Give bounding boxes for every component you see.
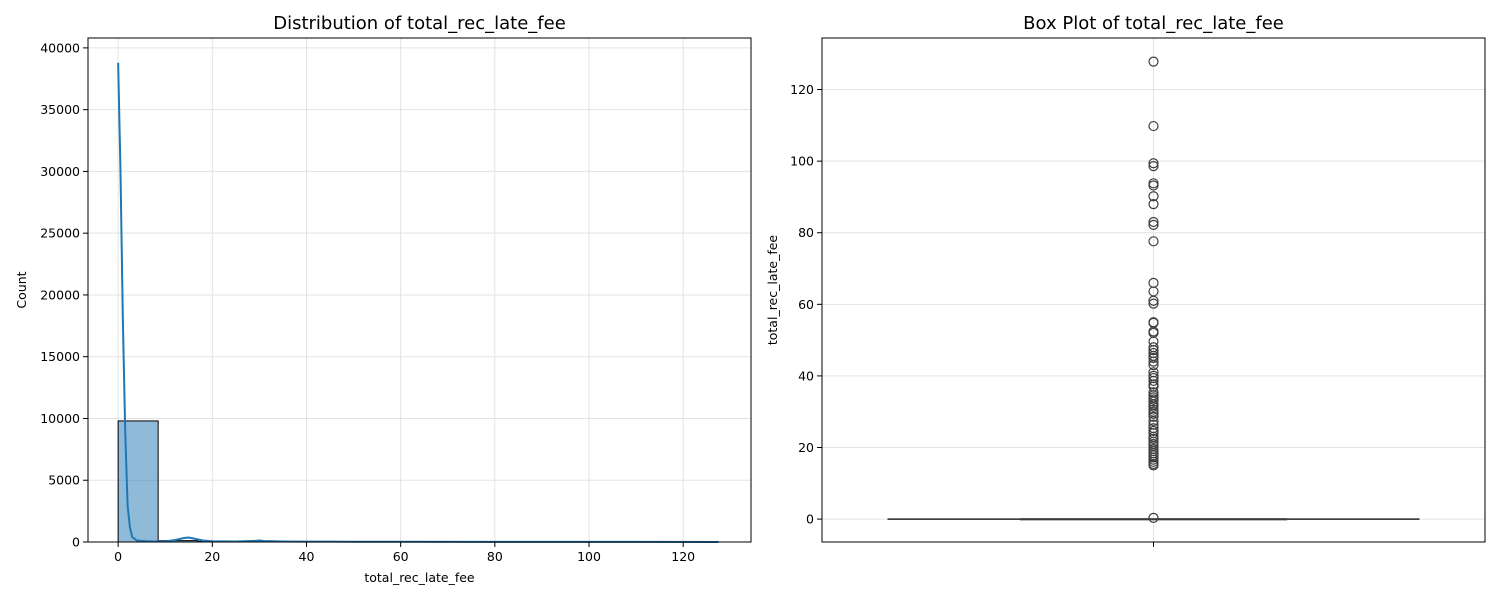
kde-curve	[117, 62, 719, 543]
histogram-bar	[117, 420, 159, 543]
boxplot-outlier-point	[1148, 345, 1159, 356]
histogram-x-tick-label: 40	[299, 549, 315, 564]
boxplot-outlier-point	[1148, 411, 1159, 422]
boxplot-outlier-point	[1148, 158, 1159, 169]
boxplot-outlier-point	[1148, 396, 1159, 407]
boxplot-outlier-point	[1148, 415, 1159, 427]
boxplot-outlier-point	[1148, 408, 1159, 419]
boxplot-y-tick-label: 60	[798, 297, 814, 312]
boxplot-outlier-point	[1148, 360, 1159, 371]
boxplot-outlier-point	[1148, 460, 1159, 471]
boxplot-outlier-point	[1148, 433, 1159, 445]
boxplot-y-tick-label: 120	[790, 82, 814, 97]
boxplot-y-label: total_rec_late_fee	[765, 235, 780, 346]
histogram-x-label: total_rec_late_fee	[364, 570, 475, 585]
histogram-x-tick-label: 100	[577, 549, 601, 564]
boxplot-outlier-point	[1148, 356, 1159, 367]
histogram-axes-frame	[87, 37, 752, 543]
histogram-y-tick-label: 30000	[40, 164, 80, 179]
histogram-title: Distribution of total_rec_late_fee	[273, 13, 566, 34]
boxplot-y-tick-label: 0	[806, 512, 814, 527]
boxplot-outlier-point	[1148, 375, 1159, 387]
histogram-panel: 0 20 40 60 80 100 120 0 5000 10000 15000 20000 2500…	[14, 13, 752, 585]
histogram-y-tick-label: 40000	[40, 40, 80, 55]
boxplot-outlier-point	[1148, 352, 1159, 364]
boxplot-outlier-point	[1148, 198, 1159, 210]
boxplot-y-tick-label: 40	[798, 368, 814, 383]
boxplot-title: Box Plot of total_rec_late_fee	[1023, 13, 1284, 34]
boxplot-outlier-point	[1148, 298, 1159, 309]
boxplot-y-tick-label: 80	[798, 225, 814, 240]
boxplot-outlier-point	[1148, 56, 1159, 67]
boxplot-outlier-point	[1148, 236, 1159, 247]
histogram-x-tick-label: 80	[487, 549, 503, 564]
boxplot-outlier-point	[1148, 161, 1159, 172]
histogram-y-label: Count	[14, 271, 29, 308]
histogram-y-tick-label: 25000	[40, 226, 80, 241]
boxplot-y-tick-label: 20	[798, 440, 814, 455]
boxplot-outlier-point	[1148, 180, 1159, 191]
boxplot-outlier-point	[1148, 401, 1159, 412]
boxplot-outlier-point	[1148, 512, 1159, 523]
histogram-x-tick-label: 0	[114, 549, 122, 564]
boxplot-outlier-point	[1148, 120, 1159, 132]
histogram-x-tick-label: 60	[393, 549, 409, 564]
boxplot-outlier-point	[1148, 295, 1159, 306]
histogram-y-tick-label: 15000	[40, 349, 80, 364]
boxplot-outlier-point	[1148, 219, 1159, 230]
boxplot-outlier-point	[1148, 216, 1159, 228]
histogram-y-tick-label: 5000	[48, 473, 80, 488]
histogram-y-tick-label: 0	[72, 535, 80, 550]
boxplot-outlier-point	[1148, 191, 1159, 202]
histogram-x-tick-label: 120	[671, 549, 695, 564]
boxplot-panel: 0 20 40 60 80 100 120 Box Plot of total_rec_la…	[765, 13, 1486, 547]
histogram-y-tick-label: 35000	[40, 102, 80, 117]
histogram-y-tick-label: 20000	[40, 287, 80, 302]
histogram-x-tick-label: 20	[204, 549, 220, 564]
boxplot-y-tick-label: 100	[790, 154, 814, 169]
histogram-y-tick-label: 10000	[40, 411, 80, 426]
